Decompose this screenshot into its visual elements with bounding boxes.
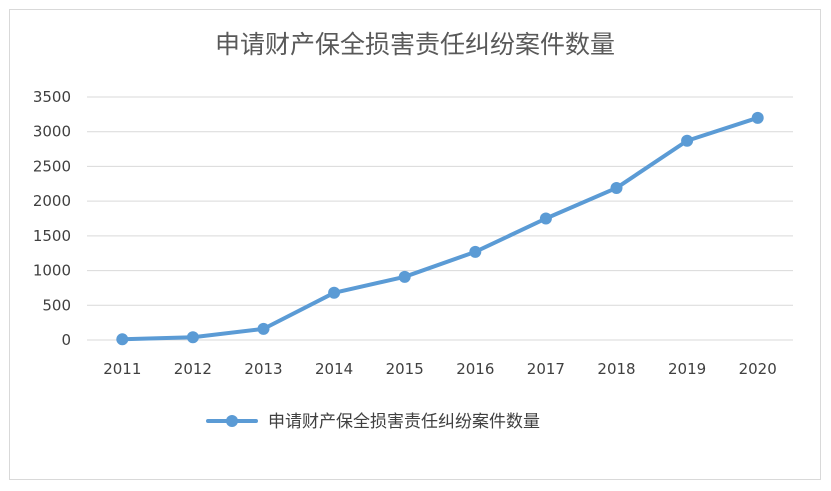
y-tick-label: 2000 <box>33 192 71 210</box>
legend-marker <box>226 415 238 427</box>
gridlines <box>87 96 793 341</box>
x-axis-ticks: 2011 2012 2013 2014 2015 2016 2017 2018 2019 2020 <box>103 360 777 378</box>
x-tick-label: 2016 <box>456 360 494 378</box>
x-tick-label: 2020 <box>739 360 777 378</box>
x-tick-label: 2019 <box>668 360 706 378</box>
y-tick-label: 3500 <box>33 88 71 106</box>
x-tick-label: 2017 <box>527 360 565 378</box>
data-point-2015 <box>398 270 411 283</box>
legend-label: 申请财产保全损害责任纠纷案件数量 <box>268 412 540 432</box>
chart-frame <box>9 9 821 480</box>
legend: 申请财产保全损害责任纠纷案件数量 <box>206 412 540 432</box>
data-point-2011 <box>116 333 129 346</box>
data-point-2016 <box>469 245 482 258</box>
y-axis-ticks: 0 500 1000 1500 2000 2500 3000 3500 <box>33 88 71 349</box>
y-tick-label: 2500 <box>33 157 71 175</box>
y-tick-label: 3000 <box>33 123 71 141</box>
y-tick-label: 1000 <box>33 262 71 280</box>
data-point-2012 <box>186 331 199 344</box>
data-point-2013 <box>257 322 270 335</box>
chart-title: 申请财产保全损害责任纠纷案件数量 <box>215 30 615 59</box>
y-tick-label: 1500 <box>33 227 71 245</box>
data-point-2018 <box>610 181 623 194</box>
data-point-2020 <box>751 111 764 124</box>
data-point-2014 <box>328 286 341 299</box>
data-point-2017 <box>539 212 552 225</box>
y-tick-label: 0 <box>61 331 71 349</box>
data-point-2019 <box>681 134 694 147</box>
x-tick-label: 2013 <box>244 360 282 378</box>
series-layer <box>116 111 764 346</box>
y-tick-label: 500 <box>42 296 71 314</box>
x-tick-label: 2014 <box>315 360 353 378</box>
series-line <box>120 115 760 342</box>
x-tick-label: 2012 <box>174 360 212 378</box>
x-tick-label: 2015 <box>386 360 424 378</box>
x-tick-label: 2018 <box>597 360 635 378</box>
x-tick-label: 2011 <box>103 360 141 378</box>
